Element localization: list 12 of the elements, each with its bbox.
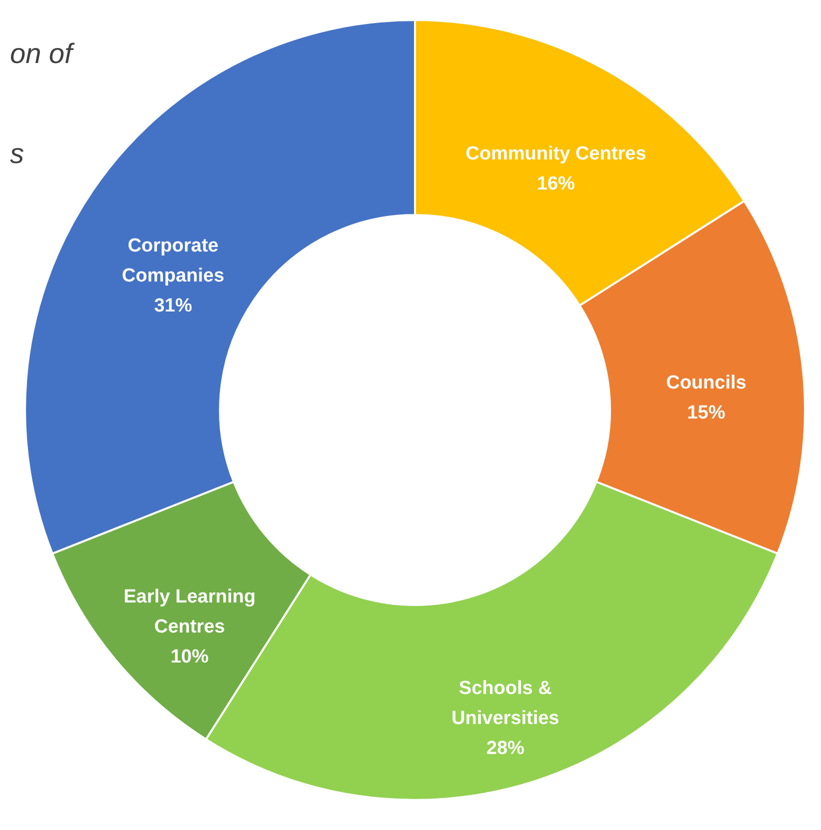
data-label: 28% [486, 738, 525, 760]
data-label: 31% [154, 296, 192, 317]
data-label: 15% [687, 402, 726, 424]
slice-label: Community Centres [466, 144, 646, 165]
slice-label: Early Learning Centres [124, 586, 256, 638]
slice-label: Councils [666, 372, 746, 394]
data-label: 16% [536, 174, 576, 195]
data-label: 10% [170, 646, 209, 668]
text: on of [10, 38, 76, 69]
text: s [10, 138, 24, 169]
slice-label: Corporate Companies [122, 236, 224, 287]
slice-label: Schools & Universities [452, 678, 560, 730]
